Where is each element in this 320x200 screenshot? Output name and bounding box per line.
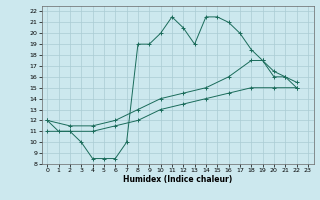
X-axis label: Humidex (Indice chaleur): Humidex (Indice chaleur) (123, 175, 232, 184)
